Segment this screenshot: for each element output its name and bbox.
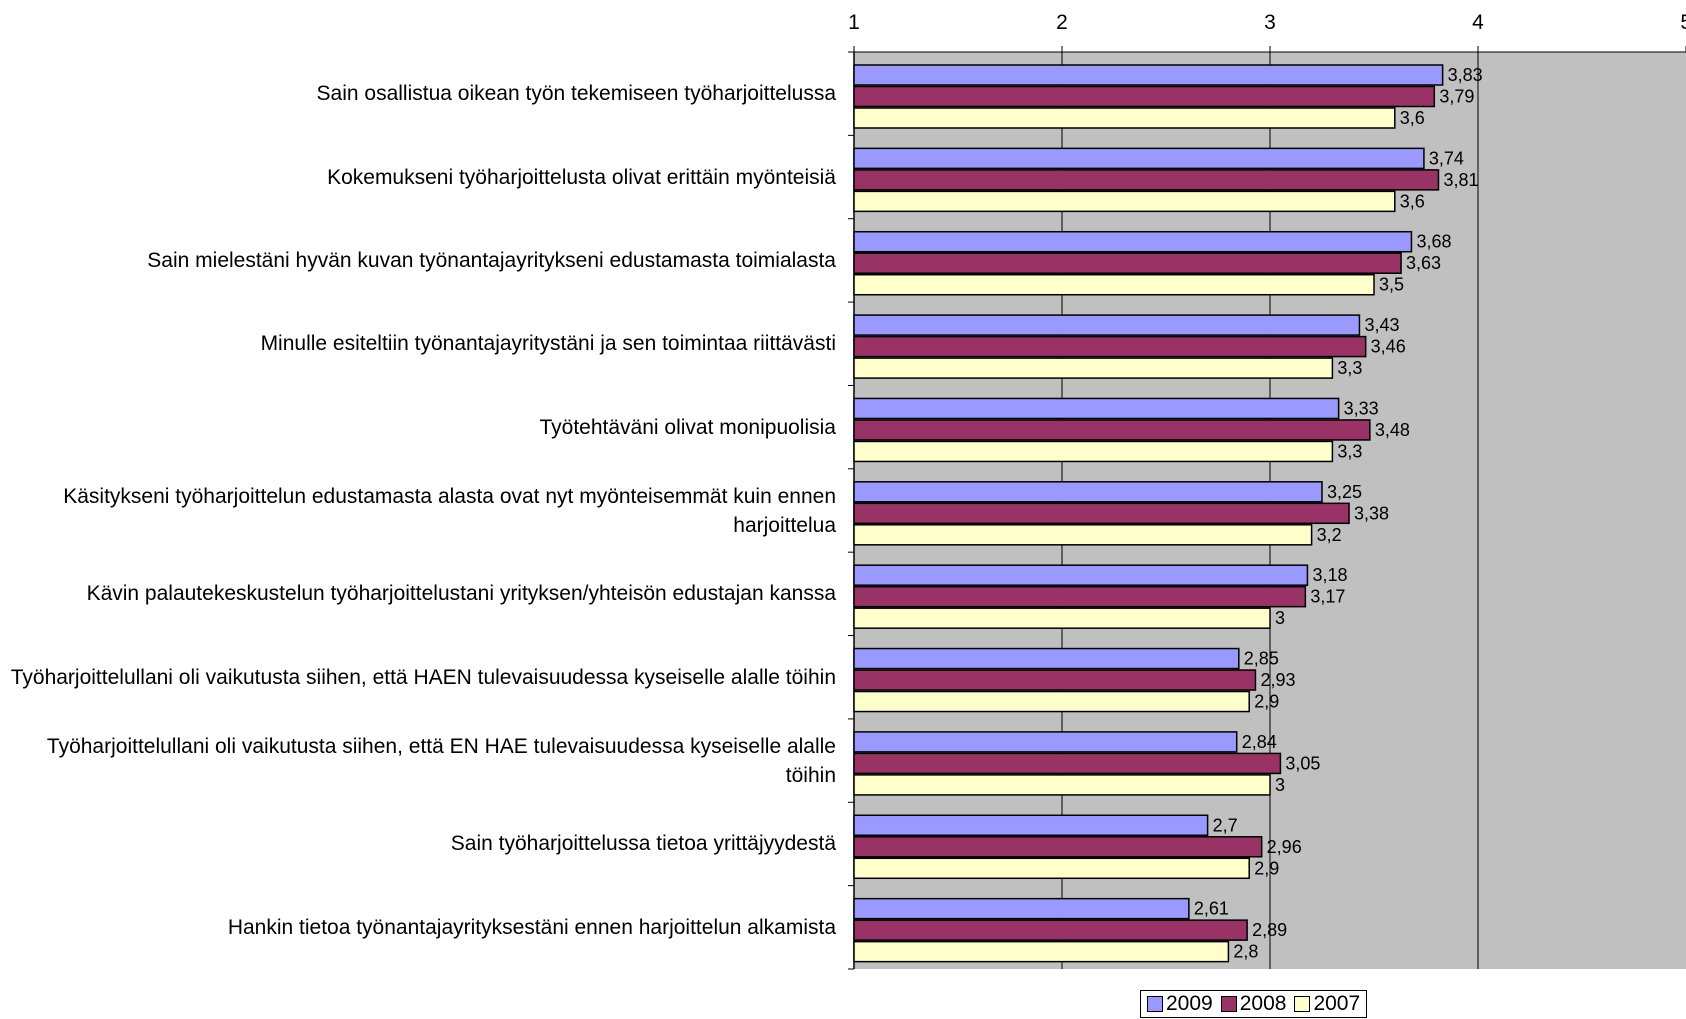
bar-2008 [853, 419, 1371, 441]
category-label: Kävin palautekeskustelun työharjoittelus… [86, 582, 836, 606]
x-tick-label: 3 [1264, 11, 1276, 34]
category-label: Käsitykseni työharjoittelun edustamasta … [63, 484, 836, 537]
bar-2008 [853, 85, 1436, 108]
data-label-2009: 2,84 [1242, 732, 1277, 752]
data-label-2009: 3,68 [1416, 232, 1451, 252]
legend-label: 2007 [1313, 992, 1361, 1015]
data-label-2007: 3,3 [1337, 441, 1362, 461]
data-label-2007: 2,9 [1254, 858, 1279, 878]
category-label: Työharjoittelullani oli vaikutusta siihe… [10, 665, 836, 689]
legend: 2009 2008 2007 [1140, 990, 1368, 1018]
category-label: Sain työharjoittelussa tietoa yrittäjyyd… [450, 832, 836, 856]
legend-label: 2009 [1166, 992, 1213, 1015]
data-label-2007: 3,6 [1400, 191, 1425, 211]
bar-2008 [853, 502, 1350, 525]
x-tick-label: 2 [1056, 11, 1068, 34]
category-label: Työtehtäväni olivat monipuolisia [539, 415, 836, 439]
bar-2009 [853, 481, 1323, 503]
bar-2008 [853, 836, 1263, 858]
data-label-2007: 3,5 [1379, 275, 1404, 295]
bar-2009 [853, 897, 1190, 920]
category-label: Minulle esiteltiin työnantajayritystäni … [260, 332, 836, 356]
data-label-2008: 3,79 [1439, 87, 1474, 107]
category-label: Kokemukseni työharjoittelusta olivat eri… [327, 165, 836, 189]
data-label-2007: 3,2 [1317, 525, 1342, 545]
x-tick-label: 4 [1472, 11, 1484, 34]
legend-item-2007: 2007 [1294, 992, 1360, 1016]
data-label-2007: 2,8 [1233, 942, 1258, 962]
bar-2007 [853, 774, 1271, 796]
data-label-2008: 2,89 [1252, 920, 1287, 940]
data-label-2009: 3,18 [1312, 565, 1347, 585]
data-label-2009: 2,61 [1194, 899, 1229, 919]
x-tick-label: 1 [848, 11, 860, 34]
data-label-2008: 3,46 [1371, 337, 1406, 357]
data-label-2008: 3,38 [1354, 503, 1389, 523]
bar-2007 [853, 940, 1230, 963]
bar-2008 [853, 919, 1248, 941]
x-tick-label: 5 [1680, 11, 1686, 34]
bar-2009 [853, 147, 1425, 170]
category-label: Työharjoittelullani oli vaikutusta siihe… [46, 734, 836, 787]
category-label: Sain mielestäni hyvän kuvan työnantajayr… [147, 248, 836, 272]
data-label-2009: 3,25 [1327, 482, 1362, 502]
bar-2008 [853, 169, 1440, 191]
data-label-2009: 3,74 [1429, 148, 1464, 168]
data-label-2009: 3,83 [1448, 65, 1483, 85]
data-label-2008: 3,05 [1285, 753, 1320, 773]
bar-2008 [853, 252, 1402, 274]
bar-2008 [853, 585, 1307, 608]
bar-2009 [853, 397, 1340, 420]
data-label-2009: 2,7 [1213, 815, 1238, 835]
legend-swatch [1294, 996, 1311, 1012]
data-label-2009: 3,33 [1344, 398, 1379, 418]
bar-2008 [853, 669, 1257, 691]
data-label-2007: 3,3 [1337, 358, 1362, 378]
bar-2007 [853, 690, 1250, 713]
bar-2009 [853, 564, 1309, 586]
bar-2008 [853, 335, 1367, 358]
data-label-2008: 2,96 [1267, 837, 1302, 857]
bar-2009 [853, 647, 1240, 670]
bar-2007 [853, 357, 1334, 379]
legend-item-2008: 2008 [1220, 992, 1287, 1016]
data-label-2007: 3,6 [1400, 108, 1425, 128]
bar-2007 [853, 524, 1313, 546]
bar-2009 [853, 814, 1209, 837]
legend-swatch [1220, 996, 1237, 1012]
bar-2008 [853, 752, 1282, 775]
bar-chart: 12345 3,833,793,63,743,813,63,683,633,53… [848, 11, 1686, 970]
data-label-2008: 3,63 [1406, 253, 1441, 273]
data-label-2009: 3,43 [1364, 315, 1399, 335]
bar-2007 [853, 273, 1375, 296]
bar-2009 [853, 230, 1413, 253]
legend-label: 2008 [1239, 992, 1287, 1015]
bar-2007 [853, 857, 1250, 880]
data-label-2008: 3,81 [1443, 170, 1478, 190]
data-label-2007: 2,9 [1254, 692, 1279, 712]
x-axis-ticks: 1 2 3 4 5 [848, 11, 1686, 52]
value-labels: 3,833,793,63,743,813,63,683,633,53,433,4… [1194, 65, 1483, 962]
legend-swatch [1147, 996, 1163, 1012]
category-label: Hankin tietoa työnantajayrityksestäni en… [227, 915, 836, 939]
bar-2007 [853, 607, 1271, 629]
data-label-2007: 3 [1275, 775, 1285, 795]
bar-2009 [853, 64, 1444, 86]
bar-2009 [853, 731, 1238, 753]
legend-item-2009: 2009 [1147, 992, 1213, 1016]
bar-2007 [853, 107, 1396, 129]
category-label: Sain osallistua oikean työn tekemiseen t… [316, 82, 836, 106]
data-label-2008: 3,17 [1310, 587, 1345, 607]
bar-2007 [853, 440, 1334, 463]
data-label-2009: 2,85 [1244, 649, 1279, 669]
data-label-2008: 2,93 [1260, 670, 1295, 690]
bar-2009 [853, 314, 1361, 336]
bars [853, 64, 1444, 963]
bar-2007 [853, 190, 1396, 213]
data-label-2008: 3,48 [1375, 420, 1410, 440]
data-label-2007: 3 [1275, 608, 1285, 628]
